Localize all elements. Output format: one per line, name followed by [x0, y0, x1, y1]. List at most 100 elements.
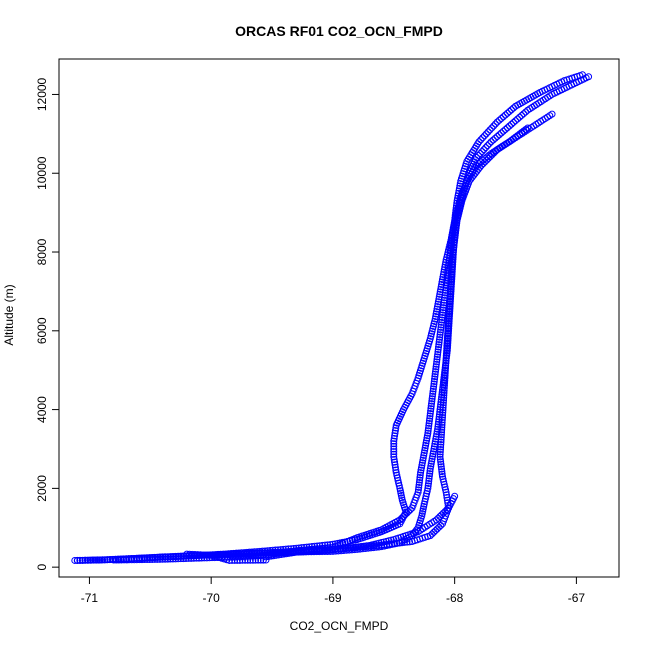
data-point [441, 374, 449, 382]
data-point [444, 330, 452, 338]
data-point [443, 347, 451, 355]
data-point [158, 555, 166, 563]
data-point [433, 355, 441, 363]
data-point [251, 549, 259, 557]
data-point [437, 460, 445, 468]
data-point [297, 547, 305, 555]
y-tick-label: 8000 [35, 238, 49, 265]
data-point [417, 469, 425, 477]
data-point [130, 556, 138, 564]
data-point [141, 556, 149, 564]
data-point [428, 397, 436, 405]
data-point [499, 127, 507, 135]
data-point [448, 263, 456, 271]
data-point [437, 441, 445, 449]
data-point [437, 438, 445, 446]
data-point [207, 551, 215, 559]
data-point [430, 447, 437, 455]
data-point [442, 284, 450, 292]
data-point [488, 151, 496, 159]
data-point [425, 472, 433, 480]
data-point [391, 432, 399, 440]
data-point [442, 486, 450, 494]
data-point [484, 154, 492, 162]
y-tick-label: 2000 [35, 475, 49, 502]
data-point [448, 258, 456, 266]
data-point [441, 377, 449, 385]
data-point [143, 556, 151, 564]
data-point [443, 277, 451, 285]
data-point [352, 544, 360, 552]
data-point [123, 556, 131, 564]
data-point [426, 467, 434, 475]
data-point [148, 555, 156, 563]
data-point [403, 538, 411, 546]
data-point [302, 547, 310, 555]
data-points [71, 71, 593, 564]
data-point [505, 122, 513, 130]
data-point [426, 412, 434, 420]
data-point [428, 395, 436, 403]
data-point [217, 551, 225, 559]
data-point [507, 120, 515, 128]
data-point [151, 555, 159, 563]
data-point [117, 556, 125, 564]
data-point [434, 350, 442, 358]
data-point [320, 546, 328, 554]
data-point [392, 466, 400, 474]
data-point [427, 405, 435, 413]
data-point [390, 437, 398, 445]
data-point [440, 389, 448, 397]
data-point [487, 138, 495, 146]
data-point [254, 556, 262, 564]
data-point [422, 439, 430, 447]
data-point [438, 465, 446, 473]
data-point [438, 416, 446, 424]
data-point [240, 550, 248, 558]
data-point [443, 272, 451, 280]
data-point [446, 293, 454, 301]
data-point [495, 116, 503, 124]
data-point [425, 419, 433, 427]
plot-frame [58, 58, 620, 578]
data-point [194, 551, 202, 559]
data-point [430, 382, 438, 390]
data-point [428, 457, 436, 465]
data-point [434, 346, 442, 354]
data-point [156, 555, 164, 563]
data-point [398, 539, 406, 547]
data-point [392, 421, 400, 429]
data-point [427, 402, 435, 410]
data-point [390, 450, 398, 458]
data-point [274, 548, 282, 556]
data-point [428, 455, 436, 463]
data-point [503, 124, 511, 132]
data-point [438, 316, 446, 324]
data-point [497, 115, 505, 123]
data-point [505, 108, 513, 116]
data-point [429, 387, 437, 395]
data-point [284, 548, 292, 556]
data-point [393, 539, 401, 547]
data-point [432, 527, 440, 535]
data-point [212, 551, 220, 559]
data-point [415, 481, 423, 489]
data-point [439, 271, 447, 279]
data-point [390, 434, 398, 442]
data-point [233, 550, 241, 558]
data-point [199, 551, 207, 559]
data-point [441, 367, 449, 375]
data-point [437, 433, 445, 441]
data-point [492, 147, 499, 155]
data-point [362, 543, 370, 551]
data-point [323, 546, 331, 554]
data-point [415, 478, 423, 486]
data-point [449, 253, 457, 261]
data-point [390, 540, 398, 548]
x-tick-label: -69 [324, 591, 342, 605]
data-point [445, 308, 453, 316]
data-point [452, 229, 460, 237]
data-point [444, 322, 452, 330]
data-point [287, 547, 295, 555]
